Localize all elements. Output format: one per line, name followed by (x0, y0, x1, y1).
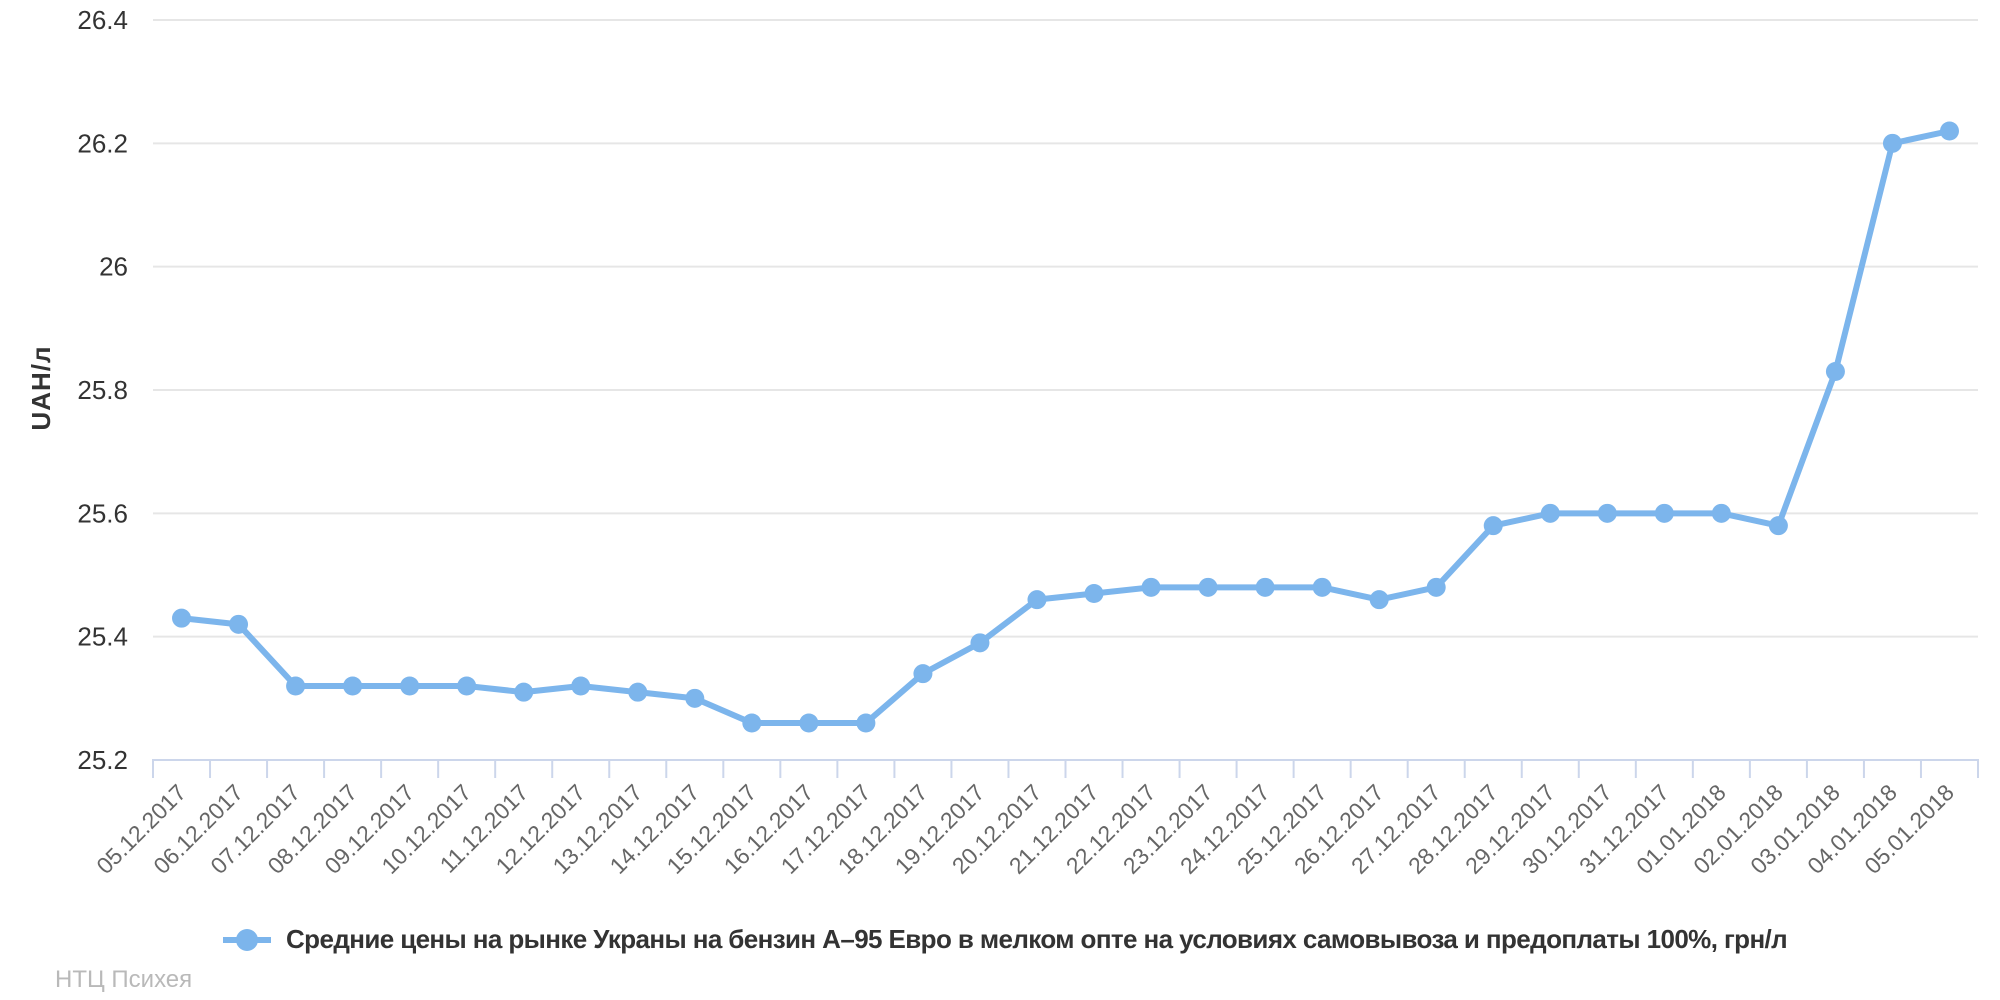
data-point[interactable] (457, 676, 477, 696)
y-axis-tick-label: 25.2 (77, 745, 128, 775)
data-point[interactable] (970, 633, 990, 653)
data-point[interactable] (1711, 503, 1731, 523)
data-point[interactable] (1084, 584, 1104, 603)
legend-marker-icon (223, 928, 271, 951)
data-point[interactable] (1369, 590, 1389, 610)
data-point[interactable] (742, 713, 762, 733)
data-point[interactable] (514, 682, 534, 702)
data-point[interactable] (229, 614, 249, 634)
data-point[interactable] (1882, 133, 1902, 153)
y-axis-tick-label: 26.4 (77, 5, 128, 35)
y-axis-tick-label: 25.4 (77, 622, 128, 652)
data-point[interactable] (571, 676, 591, 696)
data-point[interactable] (1141, 577, 1161, 597)
data-point[interactable] (913, 664, 933, 684)
data-point[interactable] (400, 676, 420, 696)
legend-dot-icon (236, 928, 258, 951)
data-point[interactable] (1540, 503, 1560, 523)
data-point[interactable] (856, 713, 876, 733)
data-point[interactable] (1426, 577, 1446, 597)
y-axis-tick-label: 26 (99, 252, 128, 282)
legend-series-label: Средние цены на рынке Украны на бензин А… (286, 924, 1788, 954)
data-point[interactable] (628, 682, 648, 702)
y-axis-tick-label: 25.8 (77, 375, 128, 405)
data-point[interactable] (1198, 577, 1218, 597)
data-point[interactable] (1027, 590, 1047, 610)
data-point[interactable] (1825, 362, 1845, 381)
data-point[interactable] (343, 676, 363, 696)
credits-label: НТЦ Психея (55, 966, 193, 993)
data-point[interactable] (1483, 516, 1503, 536)
data-point[interactable] (1654, 503, 1674, 523)
data-point[interactable] (799, 713, 819, 733)
data-point[interactable] (685, 688, 705, 708)
data-point[interactable] (1768, 516, 1788, 536)
data-point[interactable] (1597, 503, 1617, 523)
data-point[interactable] (1939, 121, 1959, 141)
data-point[interactable] (286, 676, 306, 696)
price-line (178, 128, 1953, 726)
y-axis-tick-label: 26.2 (77, 128, 128, 158)
data-point[interactable] (1312, 577, 1332, 597)
y-axis-tick-label: 25.6 (77, 498, 128, 528)
data-point[interactable] (1255, 577, 1275, 597)
legend-item[interactable]: Средние цены на рынке Украны на бензин А… (222, 924, 1788, 955)
data-point[interactable] (172, 608, 192, 628)
